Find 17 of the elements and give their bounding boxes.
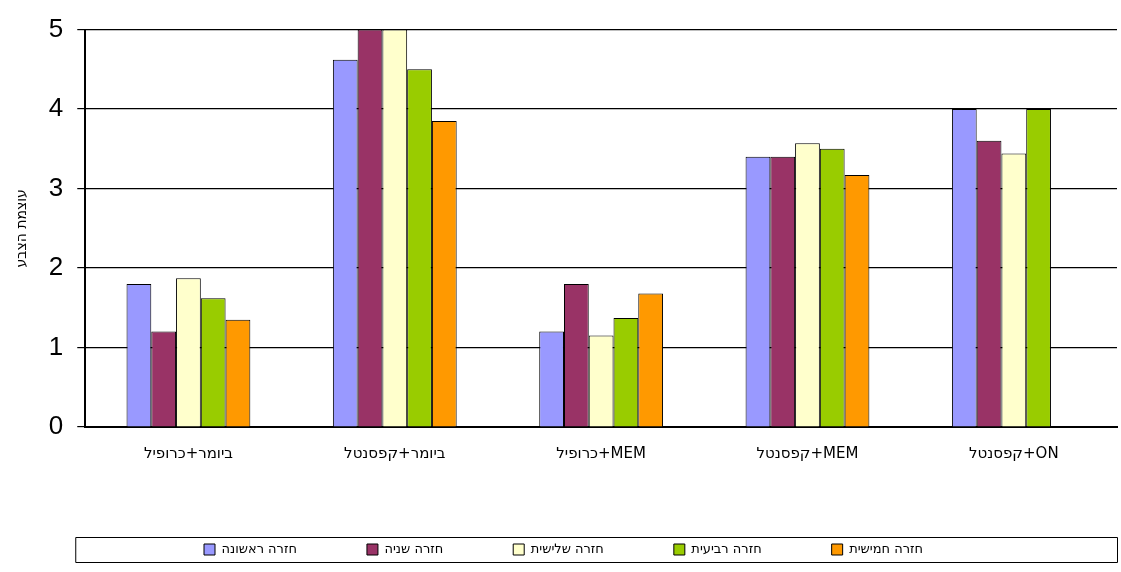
y-tick-label: 2 [48,251,64,282]
y-tick-label: 0 [48,410,64,441]
x-tick-label: ביומר+כרופיל [143,443,234,462]
x-tick-label: כרופיל+MEM [556,443,646,462]
legend-label: חזרה שלישית [530,540,604,556]
x-tick-label: ביומר+קפסנטל [344,443,446,462]
x-tick-label: קפסנטל+MEM [756,443,859,462]
y-tick-label: 1 [48,330,64,361]
y-tick-label: 5 [48,12,64,43]
x-tick-label: קפסנטל+ON [969,443,1059,462]
legend-label: חזרה חמישית [849,540,924,556]
y-axis-title: עוצמת הצבע [13,189,30,268]
y-tick-label: 3 [48,171,64,202]
y-tick-label: 4 [48,92,64,123]
legend-label: חזרה רביעית [691,540,762,556]
legend-label: חזרה שניה [384,540,444,556]
legend-label: חזרה ראשונה [221,540,297,556]
